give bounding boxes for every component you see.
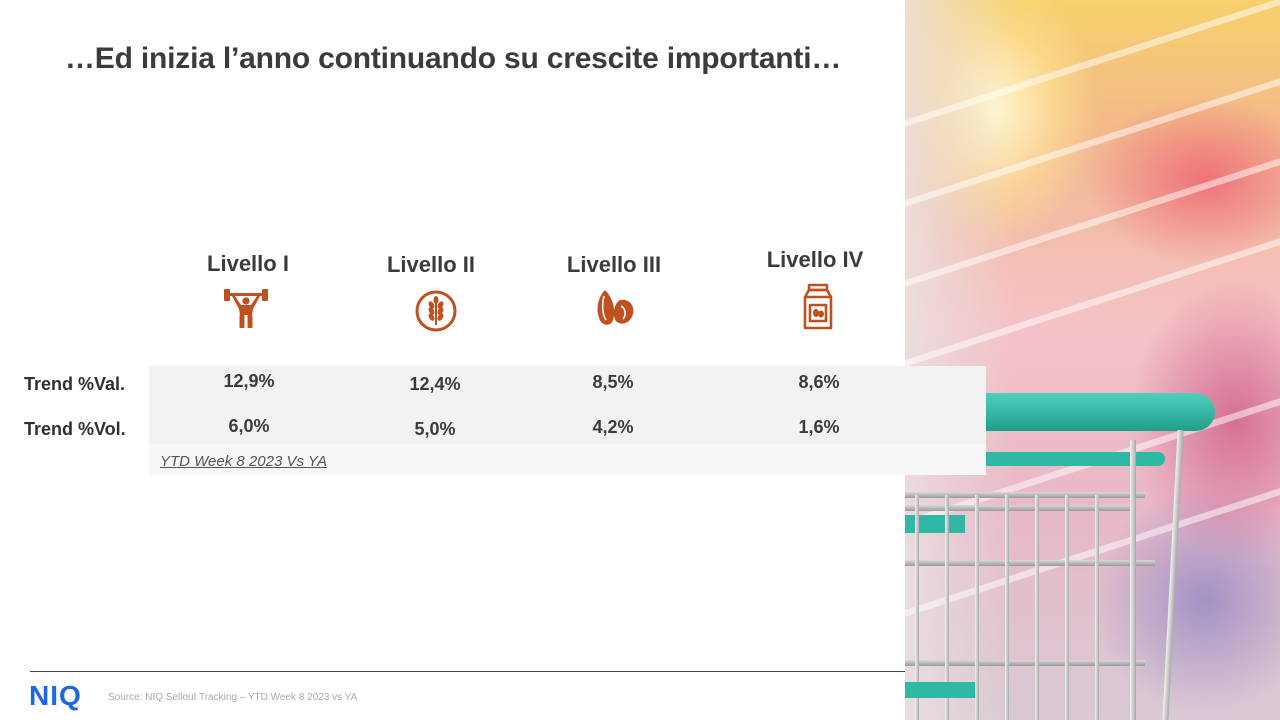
- source-note: Source: NIQ Sellout Tracking – YTD Week …: [108, 692, 358, 703]
- cart-wire: [1035, 495, 1039, 720]
- milk-carton-icon: [803, 283, 833, 330]
- cart-wire: [1005, 495, 1009, 720]
- cart-rail: [985, 452, 1165, 466]
- cart-wire: [1065, 495, 1069, 720]
- table-cell: 4,2%: [592, 417, 634, 437]
- grain-icon: [415, 290, 457, 332]
- cart-bar: [905, 492, 1145, 498]
- table-cell: 12,4%: [409, 374, 461, 394]
- cart-rail: [905, 515, 965, 533]
- table-background: [149, 366, 986, 444]
- cart-frame: [1130, 440, 1136, 720]
- table-cell: 1,6%: [798, 417, 840, 437]
- seeds-icon: [597, 290, 634, 325]
- row-label-value-trend: Trend %Val.: [24, 374, 126, 394]
- niq-logo: NIQ: [29, 680, 82, 711]
- table-cell: 8,5%: [592, 372, 634, 392]
- weightlifter-icon: [224, 289, 268, 328]
- cart-bar: [905, 560, 1155, 566]
- cart-wire: [915, 495, 919, 720]
- row-label-volume-trend: Trend %Vol.: [24, 419, 126, 439]
- cart-rail: [905, 682, 975, 698]
- level-4-heading: Livello IV: [766, 247, 864, 272]
- cart-bar: [905, 660, 1145, 666]
- cart-handle: [985, 393, 1215, 431]
- cart-frame: [1162, 430, 1184, 720]
- level-2-heading: Livello II: [386, 252, 476, 277]
- table-note-band: [149, 444, 986, 475]
- slide-title: …Ed inizia l’anno continuando su crescit…: [65, 42, 842, 75]
- table-cell: 5,0%: [414, 419, 456, 439]
- cart-wire: [945, 495, 949, 720]
- supermarket-aisle-photo: [905, 0, 1280, 720]
- table-cell: 8,6%: [798, 372, 840, 392]
- table-cell: 6,0%: [228, 416, 270, 436]
- cart-wire: [975, 495, 979, 720]
- table-cell: 12,9%: [223, 371, 275, 391]
- footer-divider: [30, 671, 905, 672]
- level-3-heading: Livello III: [566, 252, 662, 277]
- period-note-link[interactable]: YTD Week 8 2023 Vs YA: [160, 453, 328, 470]
- level-1-heading: Livello I: [207, 251, 289, 276]
- cart-bar: [905, 505, 1135, 511]
- cart-wire: [1095, 495, 1099, 720]
